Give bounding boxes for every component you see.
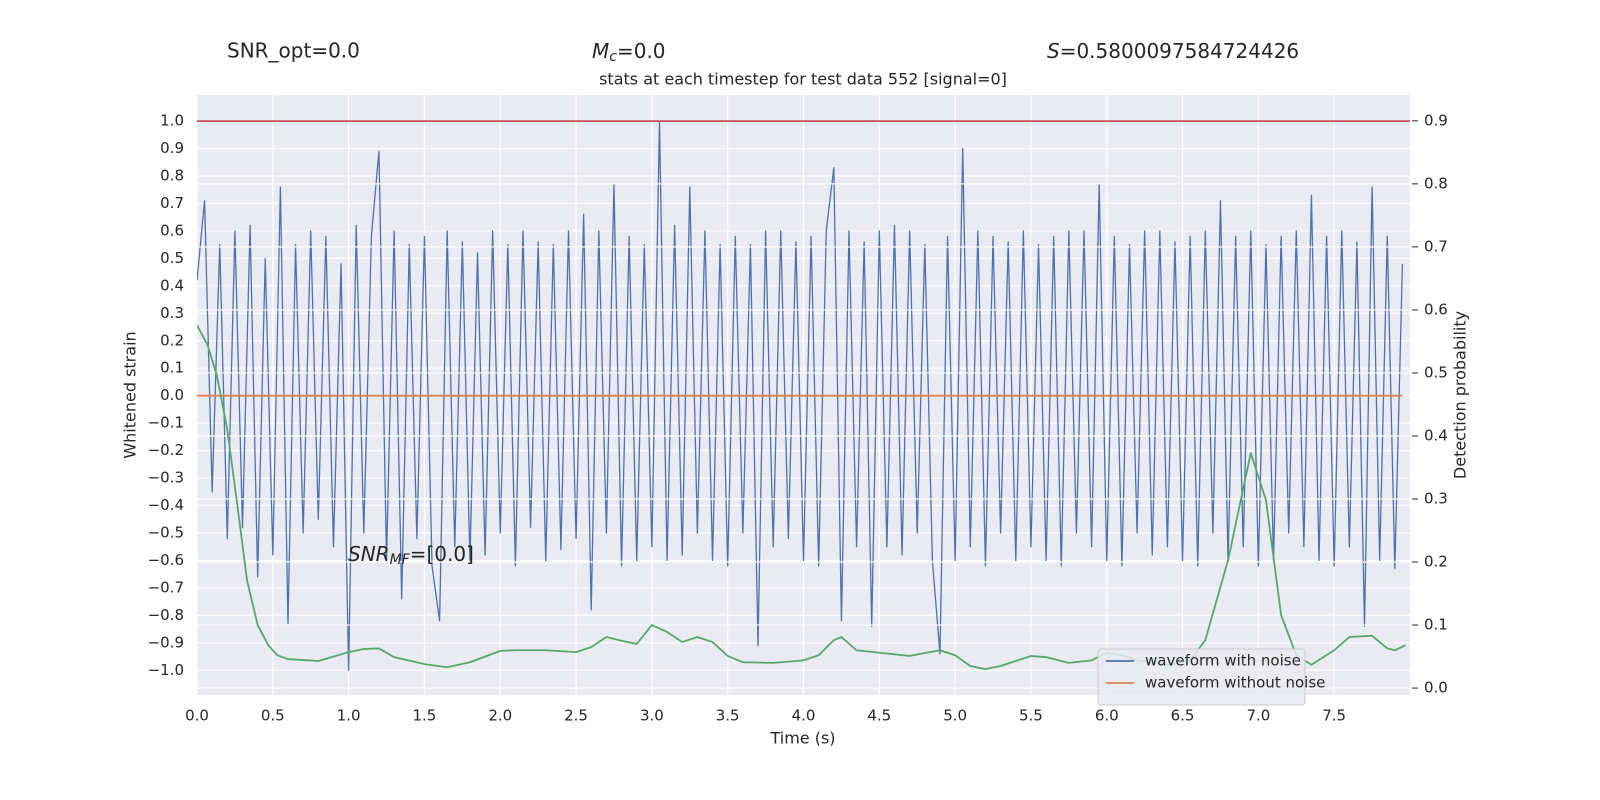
x-tick-label: 4.0 xyxy=(792,707,816,725)
x-axis-label: Time (s) xyxy=(769,729,835,748)
x-tick-label: 5.0 xyxy=(943,707,967,725)
x-tick-label: 0.5 xyxy=(261,707,285,725)
s-symbol: S xyxy=(1047,39,1060,63)
x-tick-label: 3.5 xyxy=(716,707,740,725)
y2-tick-label: 0.2 xyxy=(1424,553,1448,571)
x-tick-label: 2.5 xyxy=(564,707,588,725)
y-tick-label: 1.0 xyxy=(160,112,184,130)
y2-tick-label: 0.5 xyxy=(1424,363,1448,381)
y-tick-label: 0.0 xyxy=(160,386,184,404)
x-tick-label: 0.0 xyxy=(185,707,209,725)
y-tick-label: −0.6 xyxy=(148,551,184,569)
y-tick-label: −1.0 xyxy=(148,661,184,679)
y2-axis-label: Detection probability xyxy=(1451,311,1470,479)
y-tick-label: 0.6 xyxy=(160,221,184,239)
y-tick-label: 0.4 xyxy=(160,276,184,294)
y2-tick-label: 0.9 xyxy=(1424,111,1448,129)
x-tick-label: 1.0 xyxy=(337,707,361,725)
y-tick-label: −0.8 xyxy=(148,606,184,624)
y2-tick-label: 0.6 xyxy=(1424,300,1448,318)
y2-tick-label: 0.1 xyxy=(1424,616,1448,634)
legend-label: waveform without noise xyxy=(1145,674,1325,692)
y-tick-label: 0.8 xyxy=(160,167,184,185)
chart-title: stats at each timestep for test data 552… xyxy=(599,70,1007,89)
annotation-symbol: SNR xyxy=(348,542,390,566)
header-s: S=0.5800097584724426 xyxy=(1047,39,1299,63)
mc-subscript: c xyxy=(609,49,617,65)
ticks: 0.0 0.5 1.0 1.5 2.0 2.5 3.0 3.5 4.0 4.5 5.0 5.5 6.0 6… xyxy=(148,111,1448,724)
annotation: SNRMF=[0.0] xyxy=(348,542,474,569)
y-tick-label: 0.7 xyxy=(160,194,184,212)
data-line xyxy=(197,120,1404,671)
header-mc: Mc=0.0 xyxy=(592,39,666,66)
x-tick-label: 3.0 xyxy=(640,707,664,725)
y-tick-label: −0.2 xyxy=(148,441,184,459)
x-tick-label: 7.0 xyxy=(1246,707,1270,725)
y2-tick-label: 0.4 xyxy=(1424,426,1448,444)
y2-tick-label: 0.7 xyxy=(1424,237,1448,255)
x-tick-label: 6.0 xyxy=(1095,707,1119,725)
y-tick-label: −0.5 xyxy=(148,523,184,541)
y-tick-label: −0.3 xyxy=(148,469,184,487)
x-tick-label: 5.5 xyxy=(1019,707,1043,725)
y-tick-label: 0.3 xyxy=(160,304,184,322)
legend-label: waveform with noise xyxy=(1145,652,1301,670)
legend: waveform with noise waveform without nois… xyxy=(1097,648,1325,706)
y-tick-label: 0.5 xyxy=(160,249,184,267)
x-tick-label: 2.0 xyxy=(488,707,512,725)
y2-tick-label: 0.3 xyxy=(1424,489,1448,507)
s-rest: =0.5800097584724426 xyxy=(1060,39,1299,63)
y-tick-label: −0.7 xyxy=(148,578,184,596)
y2-tick-label: 0.0 xyxy=(1424,679,1448,697)
annotation-subscript: MF xyxy=(390,552,411,568)
x-tick-label: 6.5 xyxy=(1171,707,1195,725)
y-tick-label: −0.1 xyxy=(148,414,184,432)
y-tick-label: 0.2 xyxy=(160,331,184,349)
y-tick-label: −0.9 xyxy=(148,633,184,651)
mc-symbol: M xyxy=(592,39,609,63)
header-snr-opt: SNR_opt=0.0 xyxy=(227,39,360,63)
data-line xyxy=(197,324,1406,671)
y-axis-label: Whitened strain xyxy=(121,331,140,458)
legend-box xyxy=(1097,648,1306,706)
y2-tick-label: 0.8 xyxy=(1424,174,1448,192)
plot-marks xyxy=(197,120,1410,689)
x-tick-label: 7.5 xyxy=(1322,707,1346,725)
annotation-rest: =[0.0] xyxy=(410,542,474,566)
x-tick-label: 4.5 xyxy=(867,707,891,725)
x-tick-label: 1.5 xyxy=(413,707,437,725)
y-tick-label: 0.1 xyxy=(160,359,184,377)
mc-rest: =0.0 xyxy=(617,39,666,63)
y-tick-label: 0.9 xyxy=(160,139,184,157)
y-tick-label: −0.4 xyxy=(148,496,184,514)
